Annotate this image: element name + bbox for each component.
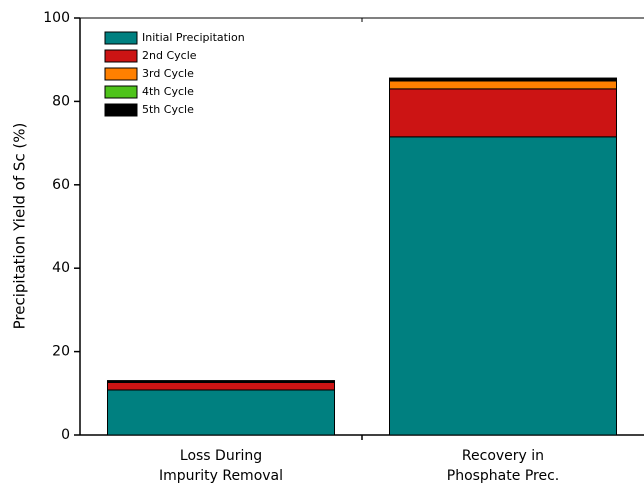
y-tick-label: 60 [52, 177, 70, 193]
bar-segment [107, 389, 335, 436]
bar-segment [107, 381, 335, 391]
y-tick-label: 80 [52, 93, 70, 109]
bar-segment [389, 88, 617, 138]
y-axis-label: Precipitation Yield of Sc (%) [11, 123, 29, 330]
x-tick-label: Recovery in Phosphate Prec. [446, 448, 560, 484]
x-tick-label: Loss During Impurity Removal [158, 448, 284, 484]
legend-swatch [104, 31, 138, 45]
legend-swatch [104, 49, 138, 63]
legend-swatch [104, 67, 138, 81]
legend-label: 2nd Cycle [142, 49, 197, 62]
bar-segment [389, 77, 617, 82]
y-tick-label: 40 [52, 260, 70, 276]
legend-swatch [104, 85, 138, 99]
legend-label: 3rd Cycle [142, 67, 194, 80]
y-tick-label: 20 [52, 344, 70, 360]
y-tick-label: 0 [61, 427, 70, 443]
legend-label: 5th Cycle [142, 103, 194, 116]
legend-label: Initial Precipitation [142, 31, 245, 44]
bar-segment [389, 80, 617, 90]
legend-swatch [104, 103, 138, 117]
bar-segment [389, 136, 617, 436]
bar-segment [107, 380, 335, 383]
y-tick-label: 100 [43, 10, 70, 26]
legend-label: 4th Cycle [142, 85, 194, 98]
